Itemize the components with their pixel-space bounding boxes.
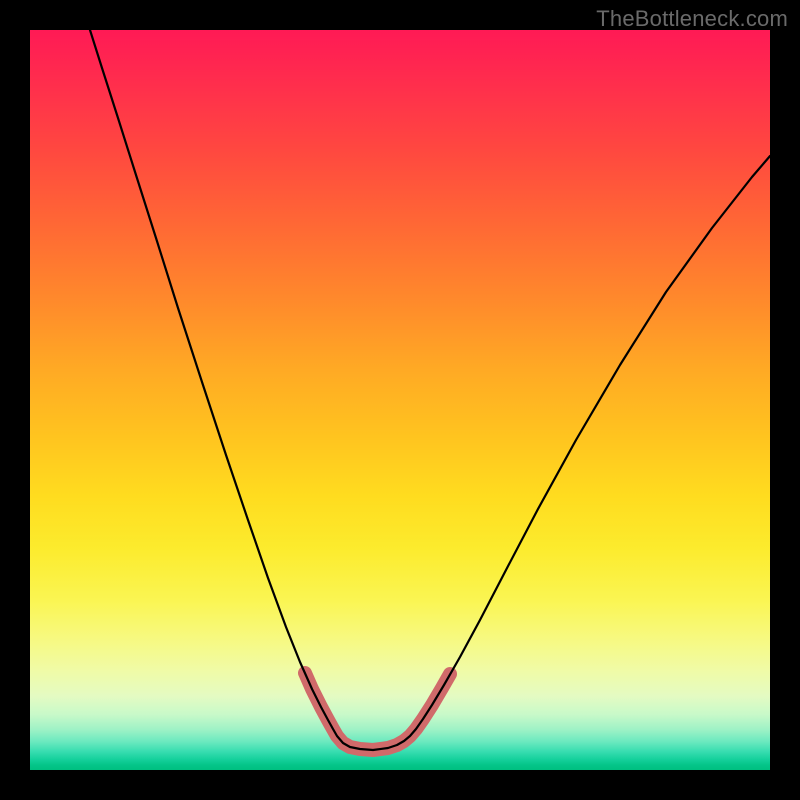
watermark-text: TheBottleneck.com <box>596 6 788 32</box>
main-curve-path <box>90 30 770 750</box>
chart-canvas: TheBottleneck.com <box>0 0 800 800</box>
curve-layer <box>30 30 770 770</box>
plot-area <box>30 30 770 770</box>
